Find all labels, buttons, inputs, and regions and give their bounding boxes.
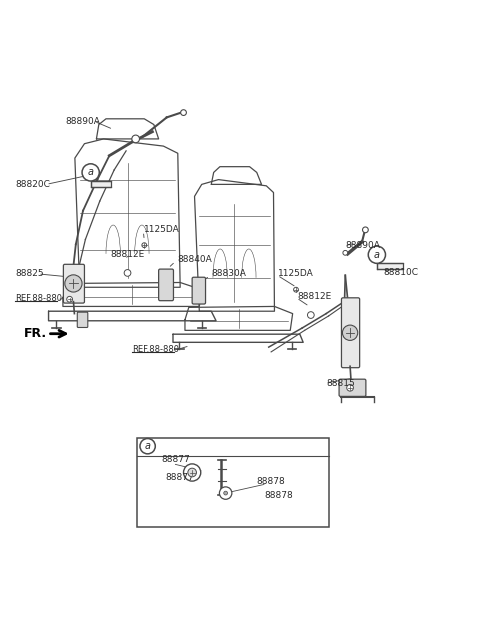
- Circle shape: [82, 164, 99, 181]
- Text: a: a: [144, 441, 151, 451]
- Circle shape: [224, 491, 228, 495]
- Text: 88830A: 88830A: [211, 269, 246, 278]
- Circle shape: [342, 325, 358, 341]
- Text: 88878: 88878: [257, 477, 286, 485]
- Text: a: a: [374, 250, 380, 260]
- Circle shape: [180, 110, 186, 116]
- Circle shape: [132, 135, 140, 143]
- Bar: [91, 181, 111, 187]
- Text: 88812E: 88812E: [298, 293, 332, 301]
- Text: REF.88-880: REF.88-880: [132, 345, 180, 354]
- Text: 88877: 88877: [161, 455, 190, 464]
- Text: 88810C: 88810C: [384, 269, 419, 277]
- Circle shape: [219, 487, 232, 499]
- FancyBboxPatch shape: [158, 269, 173, 301]
- FancyBboxPatch shape: [63, 264, 84, 303]
- Circle shape: [188, 468, 196, 477]
- Circle shape: [294, 288, 299, 292]
- Text: 1125DA: 1125DA: [144, 226, 180, 234]
- Circle shape: [183, 464, 201, 481]
- Circle shape: [362, 227, 368, 233]
- FancyBboxPatch shape: [341, 298, 360, 368]
- FancyBboxPatch shape: [339, 379, 366, 396]
- Text: 88815: 88815: [326, 379, 355, 389]
- Circle shape: [142, 243, 147, 248]
- Text: 88825: 88825: [15, 269, 44, 278]
- Text: 88840A: 88840A: [178, 255, 213, 264]
- FancyBboxPatch shape: [77, 312, 88, 327]
- Bar: [137, 438, 328, 526]
- Text: 88877: 88877: [166, 473, 194, 482]
- FancyBboxPatch shape: [192, 277, 205, 304]
- Circle shape: [67, 296, 72, 302]
- Circle shape: [308, 312, 314, 319]
- Text: 88890A: 88890A: [345, 241, 380, 250]
- Circle shape: [140, 439, 156, 454]
- Circle shape: [65, 275, 82, 292]
- Text: 88890A: 88890A: [65, 117, 100, 126]
- Text: a: a: [88, 167, 94, 178]
- Circle shape: [368, 246, 385, 264]
- Text: REF.88-880: REF.88-880: [15, 295, 62, 303]
- Text: 88878: 88878: [264, 491, 293, 500]
- Text: 88812E: 88812E: [111, 250, 145, 259]
- Text: FR.: FR.: [24, 327, 47, 340]
- Circle shape: [124, 270, 131, 276]
- Text: 88820C: 88820C: [15, 180, 50, 189]
- Text: 1125DA: 1125DA: [278, 269, 314, 278]
- Circle shape: [347, 384, 353, 391]
- Bar: [377, 264, 403, 269]
- Circle shape: [343, 250, 348, 255]
